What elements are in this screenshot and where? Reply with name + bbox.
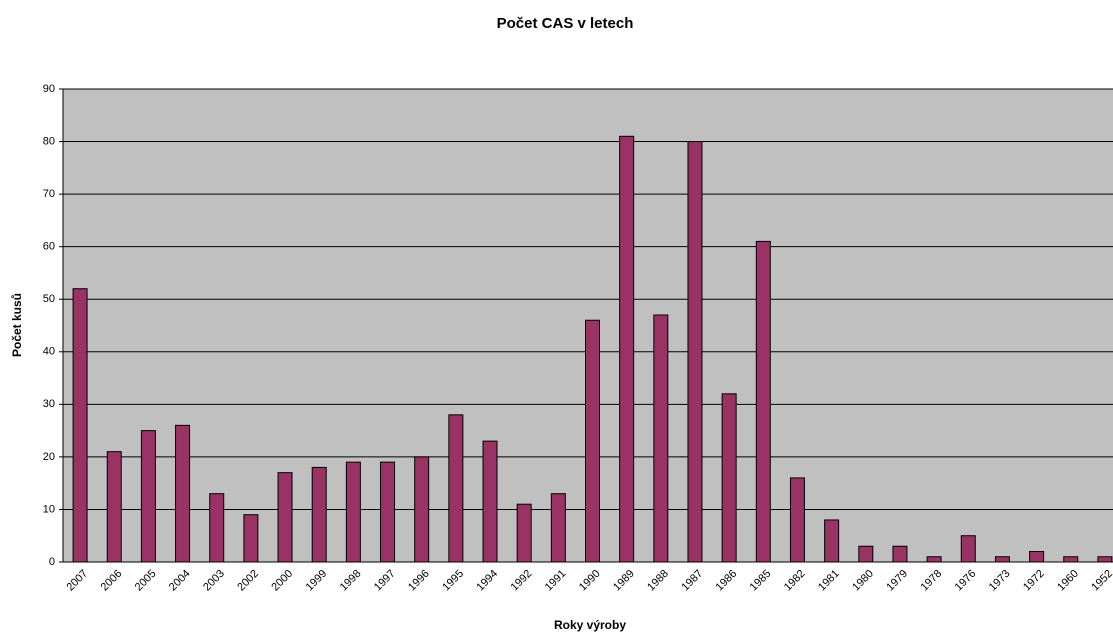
x-tick-label: 1991 [543, 568, 569, 594]
bar [482, 440, 498, 563]
chart-title: Počet CAS v letech [497, 15, 634, 32]
bar [926, 556, 942, 563]
y-tick-label: 0 [49, 556, 55, 568]
x-tick-label: 2002 [235, 568, 261, 594]
bar [824, 519, 840, 563]
bar [755, 240, 771, 563]
bar [550, 493, 566, 563]
x-tick-label: 1973 [987, 568, 1013, 594]
x-tick-label: 2000 [269, 568, 295, 594]
bar [960, 535, 976, 563]
bar [994, 556, 1010, 563]
x-tick-label: 1960 [1055, 568, 1081, 594]
x-tick-label: 1952 [1089, 568, 1113, 594]
bar [516, 503, 532, 563]
x-tick-label: 2003 [201, 568, 227, 594]
bar [687, 141, 703, 563]
bar [243, 514, 259, 563]
x-tick-label: 1987 [679, 568, 705, 594]
x-tick-label: 1989 [611, 568, 637, 594]
x-tick-label: 1999 [304, 568, 330, 594]
bar [175, 424, 191, 563]
bar [380, 461, 396, 563]
y-tick-label: 80 [43, 135, 55, 147]
bar [140, 430, 156, 563]
x-tick-label: 1996 [406, 568, 432, 594]
x-tick-label: 1978 [918, 568, 944, 594]
bar [1097, 556, 1113, 563]
y-tick-label: 90 [43, 83, 55, 95]
bar [345, 461, 361, 563]
bar [1063, 556, 1079, 563]
x-tick-label: 1997 [372, 568, 398, 594]
y-tick-label: 30 [43, 398, 55, 410]
bar [858, 545, 874, 563]
bar [585, 319, 600, 563]
bar [277, 472, 293, 563]
x-tick-label: 2004 [167, 568, 193, 594]
x-tick-label: 1994 [474, 568, 500, 594]
y-tick-label: 40 [43, 346, 55, 358]
y-tick-label: 70 [43, 188, 55, 200]
bar [789, 477, 805, 563]
bar [892, 545, 908, 563]
bar [653, 314, 669, 563]
x-tick-label: 1982 [782, 568, 808, 594]
x-tick-label: 1986 [714, 568, 740, 594]
bar [106, 451, 122, 563]
x-tick-label: 2007 [64, 568, 90, 594]
y-tick-label: 20 [43, 451, 55, 463]
x-tick-label: 1998 [338, 568, 364, 594]
x-tick-label: 1988 [645, 568, 671, 594]
x-tick-label: 1972 [1021, 568, 1047, 594]
bar [721, 393, 737, 563]
x-tick-label: 2005 [133, 568, 159, 594]
y-tick-label: 10 [43, 503, 55, 515]
x-axis-title: Roky výroby [554, 618, 626, 632]
y-axis-title: Počet kusů [10, 293, 24, 357]
bar [72, 288, 88, 563]
y-tick-label: 50 [43, 293, 55, 305]
x-tick-label: 1979 [884, 568, 910, 594]
x-tick-label: 1981 [816, 568, 842, 594]
y-tick-label: 60 [43, 241, 55, 253]
x-tick-label: 1976 [953, 568, 979, 594]
bar [209, 493, 225, 563]
bar [619, 135, 635, 563]
bar [311, 466, 327, 563]
x-tick-label: 1980 [850, 568, 876, 594]
x-tick-label: 1990 [577, 568, 603, 594]
bar [448, 414, 464, 563]
x-tick-label: 1995 [440, 568, 466, 594]
bar [414, 456, 430, 563]
x-tick-label: 1985 [748, 568, 774, 594]
x-tick-label: 1992 [509, 568, 535, 594]
bar [1029, 550, 1045, 563]
x-tick-label: 2006 [99, 568, 125, 594]
